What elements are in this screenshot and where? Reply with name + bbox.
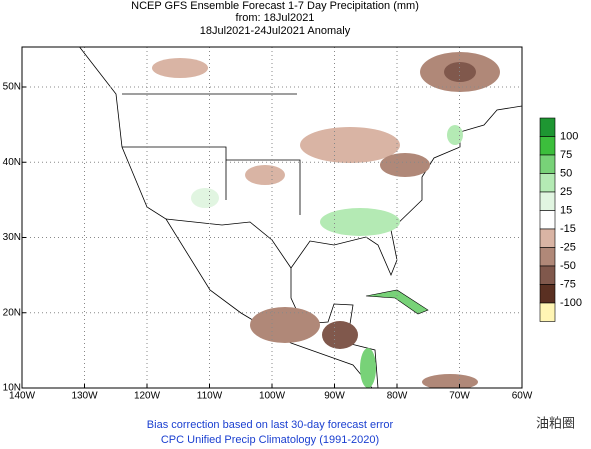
title: NCEP GFS Ensemble Forecast 1-7 Day Preci… (131, 0, 419, 12)
colorbar-label: 75 (560, 149, 572, 161)
x-tick-label: 110W (197, 391, 223, 402)
x-tick-label: 140W (9, 391, 36, 402)
x-tick-label: 70W (449, 391, 470, 402)
border (122, 93, 301, 269)
anomaly-wet (360, 348, 376, 388)
anomaly-wet (320, 208, 400, 236)
x-tick-label: 130W (71, 391, 98, 402)
y-tick-label: 20N (3, 307, 21, 318)
x-tick-label: 60W (512, 391, 533, 402)
colorbar-swatch (539, 154, 556, 174)
colorbar-label: -100 (560, 297, 582, 309)
x-tick-label: 90W (324, 391, 345, 402)
map-area (22, 47, 522, 388)
colorbar-swatch (539, 191, 556, 211)
island (365, 289, 429, 315)
y-tick-label: 10N (3, 383, 21, 394)
anomaly-dry (152, 58, 208, 78)
colorbar-label: 100 (560, 130, 578, 142)
anomaly-dry (245, 165, 285, 185)
colorbar-swatch (539, 117, 556, 137)
colorbar-label: -75 (560, 278, 576, 290)
colorbar-swatch (539, 247, 556, 267)
anomaly-dry (380, 153, 430, 177)
colorbar-label: -25 (560, 241, 576, 253)
watermark: 油粕圈 (536, 415, 575, 430)
anomaly-dry (300, 127, 400, 163)
x-tick-label: 120W (134, 391, 161, 402)
anomaly-dry (322, 321, 358, 349)
colorbar-swatch (539, 136, 556, 156)
anomaly-dry (250, 307, 320, 343)
colorbar-label: 50 (560, 167, 572, 179)
colorbar-label: -15 (560, 223, 576, 235)
x-tick-label: 80W (387, 391, 408, 402)
footer-note: CPC Unified Precip Climatology (1991-202… (161, 434, 379, 446)
subtitle: from: 18Jul2021 (236, 12, 315, 24)
colorbar-swatch (539, 228, 556, 248)
colorbar-swatch (539, 173, 556, 193)
colorbar-swatch (539, 302, 556, 322)
subtitle: 18Jul2021-24Jul2021 Anomaly (200, 25, 351, 37)
y-tick-label: 40N (3, 157, 21, 168)
anomaly-dry (422, 374, 478, 388)
colorbar-swatch (539, 265, 556, 285)
anomaly-wet (191, 188, 219, 208)
colorbar-label: 15 (560, 204, 572, 216)
colorbar-swatch (539, 210, 556, 230)
footer-note: Bias correction based on last 30-day for… (147, 419, 394, 431)
y-tick-label: 30N (3, 232, 21, 243)
colorbar-label: -50 (560, 260, 576, 272)
anomaly-wet (447, 125, 463, 145)
colorbar-label: 25 (560, 186, 572, 198)
x-tick-label: 100W (259, 391, 286, 402)
colorbar-swatch (539, 284, 556, 304)
y-tick-label: 50N (3, 82, 21, 93)
